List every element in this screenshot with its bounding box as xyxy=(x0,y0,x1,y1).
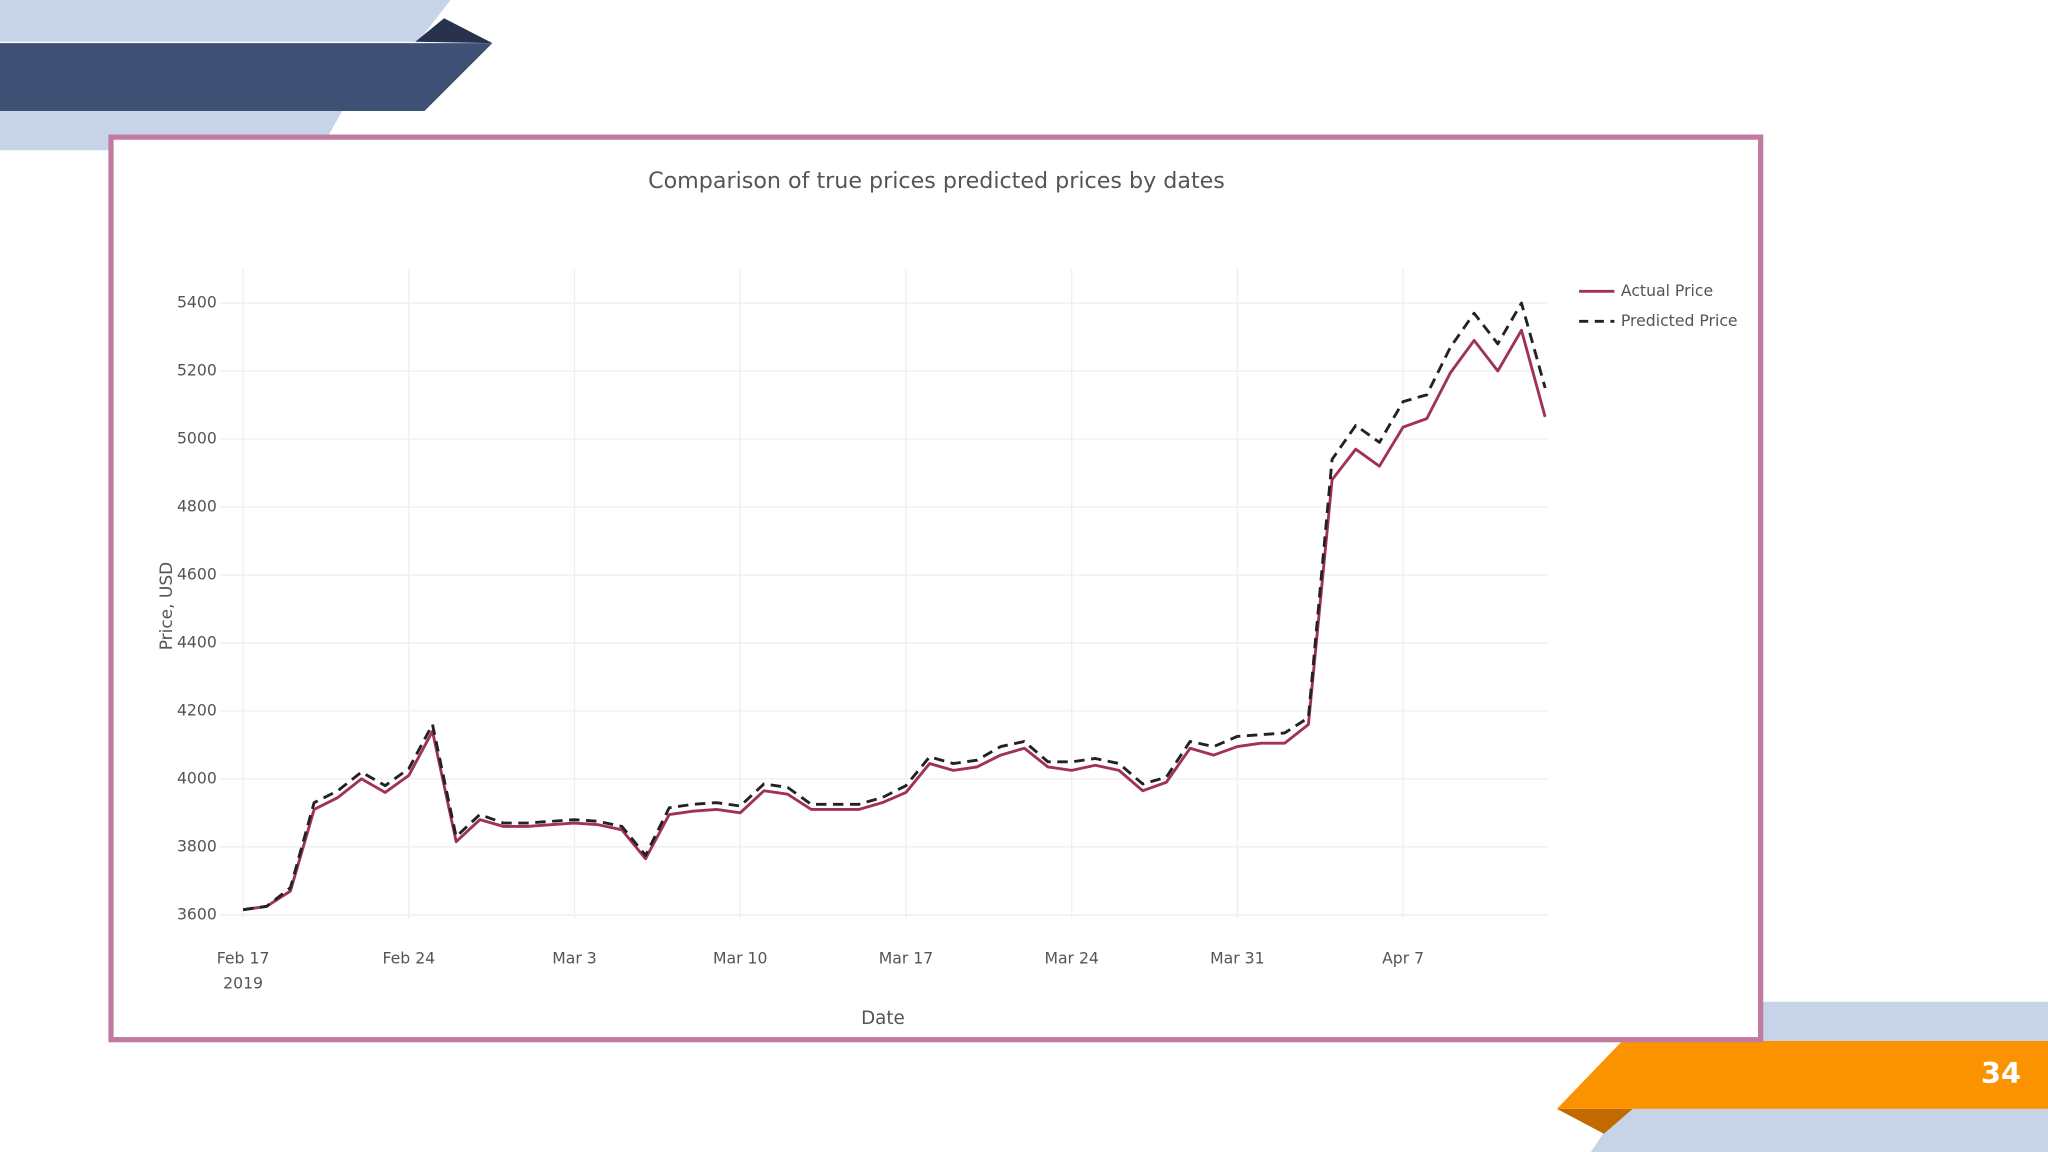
y-tick-label: 5400 xyxy=(177,293,217,312)
deco-shape xyxy=(415,18,493,44)
y-tick-label: 3800 xyxy=(177,836,217,855)
x-tick-label: Mar 10 xyxy=(713,948,767,967)
x-tick-label: Mar 31 xyxy=(1210,948,1264,967)
y-tick-label: 4000 xyxy=(177,768,217,787)
grid: 3600 3800 4000 4200 4400 4600 4800 5000 5200 5400… xyxy=(177,269,1548,992)
y-axis-title: Price, USD xyxy=(157,562,177,650)
x-axis-title: Date xyxy=(861,1008,905,1029)
chart-title: Comparison of true prices predicted pric… xyxy=(648,168,1225,194)
deco-shape xyxy=(1590,1108,2048,1152)
x-tick-label: Mar 17 xyxy=(879,948,933,967)
chart-frame xyxy=(108,134,1764,1043)
y-tick-label: 3600 xyxy=(177,904,217,923)
series-line xyxy=(242,328,1547,912)
deco-bar xyxy=(0,43,493,112)
y-tick-label: 4200 xyxy=(177,700,217,719)
x-tick-label: Apr 7 xyxy=(1382,948,1424,967)
plot: Actual Price Predicted Price xyxy=(242,281,1738,912)
deco-shape xyxy=(1556,1108,1633,1134)
y-tick-label: 4600 xyxy=(177,564,217,583)
y-tick-label: 5200 xyxy=(177,361,217,380)
y-tick-label: 4400 xyxy=(177,632,217,651)
series-line xyxy=(242,301,1547,912)
y-tick-label: 4800 xyxy=(177,496,217,515)
x-tick-label: Mar 24 xyxy=(1044,948,1098,967)
deco-shape xyxy=(1756,1001,2048,1041)
x-tick-label: Feb 24 xyxy=(383,948,436,967)
deco-band xyxy=(1556,1040,2048,1109)
deco-shape xyxy=(0,0,451,42)
page-number: 34 xyxy=(1981,1056,2021,1090)
legend-label: Actual Price xyxy=(1621,281,1713,300)
y-tick-label: 5000 xyxy=(177,428,217,447)
x-tick-label: Feb 17 2019 xyxy=(217,948,270,992)
legend-label: Predicted Price xyxy=(1621,311,1738,330)
x-tick-label: Mar 3 xyxy=(552,948,596,967)
